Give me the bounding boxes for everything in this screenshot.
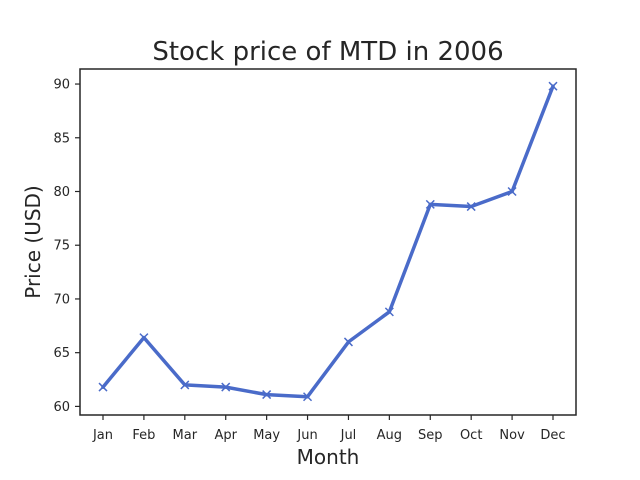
- data-point-marker: [466, 202, 476, 212]
- x-tick-label: Oct: [460, 428, 482, 443]
- x-axis: Jan Feb Mar Apr May Jun Jul Aug Sep Oct Nov Dec: [92, 415, 566, 443]
- x-tick-label: May: [253, 428, 280, 443]
- y-tick-label: 80: [53, 185, 70, 200]
- x-tick-label: Dec: [540, 428, 565, 443]
- y-tick-label: 70: [53, 292, 70, 307]
- x-tick-label: Jun: [296, 428, 317, 443]
- x-tick-label: Aug: [377, 428, 402, 443]
- data-point-marker: [180, 380, 190, 390]
- x-tick-label: Mar: [173, 428, 198, 443]
- data-point-marker: [303, 392, 313, 402]
- data-point-marker: [507, 186, 517, 197]
- y-tick-label: 60: [53, 400, 70, 415]
- x-tick-label: Jan: [92, 428, 113, 443]
- y-tick-label: 75: [53, 239, 70, 254]
- data-point-marker: [139, 333, 149, 343]
- x-axis-label: Month: [297, 445, 360, 469]
- data-point-marker: [343, 337, 353, 347]
- plot-frame: [79, 68, 577, 416]
- data-point-marker: [548, 81, 558, 91]
- x-tick-label: Feb: [132, 428, 155, 443]
- data-point-marker: [262, 390, 272, 400]
- x-tick-label: Jul: [340, 428, 357, 443]
- data-point-marker: [221, 382, 231, 392]
- series-line: [101, 84, 555, 399]
- y-tick-label: 65: [53, 346, 70, 361]
- x-tick-label: Sep: [418, 428, 443, 443]
- x-tick-label: Nov: [499, 428, 525, 443]
- data-point-marker: [384, 307, 394, 317]
- y-axis-label: Price (USD): [21, 185, 45, 299]
- y-tick-label: 85: [53, 131, 70, 146]
- y-axis: 60 65 70 75 80 85 90: [53, 78, 80, 415]
- data-point-marker: [98, 382, 108, 392]
- x-tick-label: Apr: [214, 428, 237, 443]
- data-point-marker: [425, 199, 435, 209]
- y-tick-label: 90: [53, 78, 70, 93]
- series-group: [98, 81, 558, 402]
- chart-title: Stock price of MTD in 2006: [152, 37, 503, 67]
- plot-area: 60 65 70 75 80 85 90 Jan Feb Mar Apr May Jun Jul Aug S…: [53, 68, 577, 443]
